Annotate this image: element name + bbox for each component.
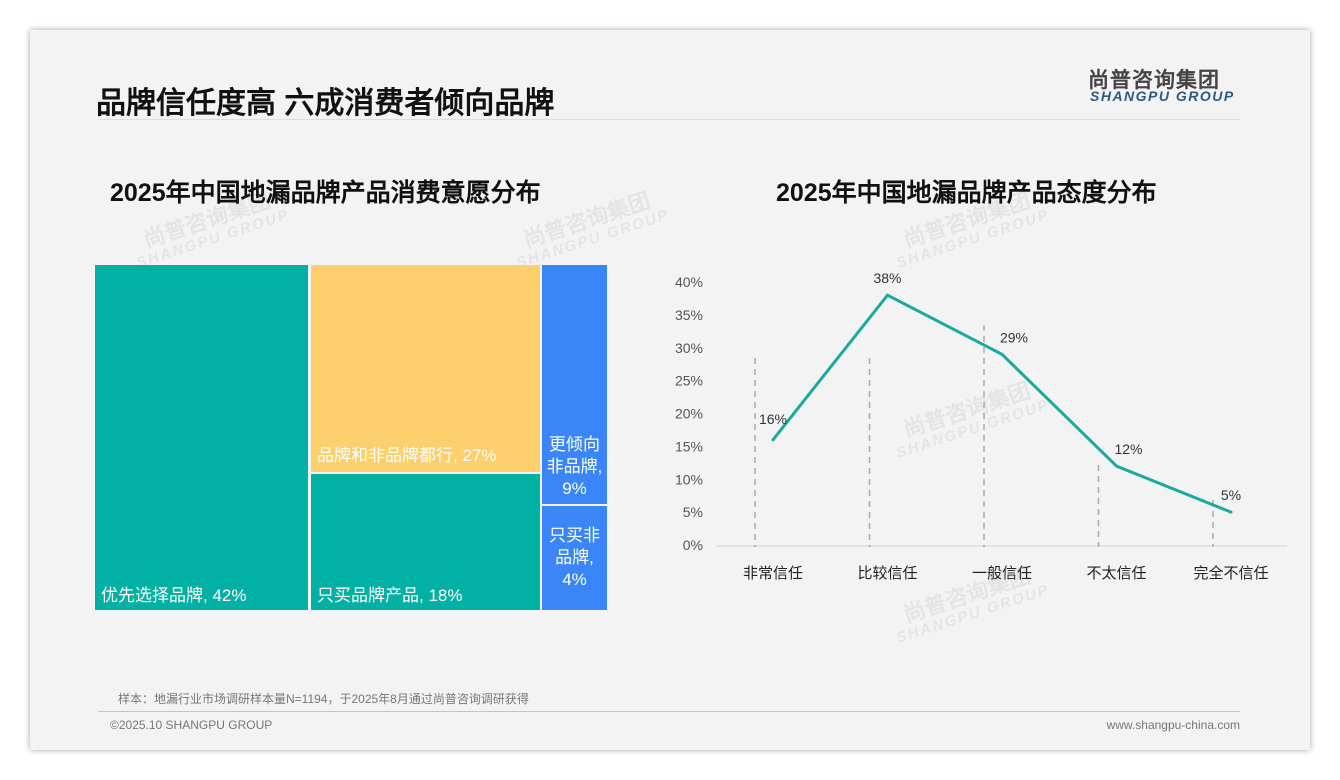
slide: 尚普咨询集团 SHANGPU GROUP 尚普咨询集团 SHANGPU GROUP … [30, 30, 1310, 750]
y-tick-label: 40% [675, 274, 703, 290]
series-line [771, 293, 1232, 514]
data-label: 38% [873, 270, 901, 286]
divider [98, 119, 1240, 120]
data-point [886, 293, 889, 297]
line-chart-title: 2025年中国地漏品牌产品态度分布 [776, 179, 1157, 207]
data-point [771, 438, 775, 442]
logo-cn: 尚普咨询集团 [1088, 69, 1220, 92]
y-tick-label: 5% [683, 504, 703, 520]
copyright: ©2025.10 SHANGPU GROUP [110, 718, 273, 732]
data-label: 12% [1114, 441, 1142, 457]
website-link[interactable]: www.shangpu-china.com [1106, 718, 1240, 732]
x-tick-label: 不太信任 [1086, 565, 1146, 582]
line-chart: 0% 5% 10% 15% 20% 25% 30% 35% 40% 非常信任 比较信任 一般信任 不太信… [675, 270, 1287, 582]
data-label: 5% [1221, 487, 1241, 503]
data-point [1000, 352, 1004, 356]
cell-label: 只买品牌产品, 18% [317, 586, 463, 605]
treemap-title: 2025年中国地漏品牌产品消费意愿分布 [110, 179, 541, 207]
treemap-cell: 只买非品牌, 4% [542, 506, 607, 610]
data-point [1115, 464, 1118, 468]
y-tick-label: 15% [675, 438, 703, 454]
logo-en: SHANGPU GROUP [1090, 88, 1235, 104]
data-label: 29% [1000, 329, 1028, 345]
treemap-cell: 只买品牌产品, 18% [311, 474, 540, 610]
x-tick-label: 完全不信任 [1193, 564, 1268, 582]
x-tick-label: 一般信任 [972, 565, 1032, 582]
cell-label: 更倾向非品牌, 9% [546, 435, 603, 498]
y-tick-label: 0% [683, 537, 703, 553]
treemap-cell: 优先选择品牌, 42% [95, 265, 308, 610]
sample-note: 样本：地漏行业市场调研样本量N=1194，于2025年8月通过尚普咨询调研获得 [118, 692, 529, 706]
page-title: 品牌信任度高 六成消费者倾向品牌 [96, 87, 555, 120]
cell-label: 只买非品牌, 4% [549, 526, 600, 589]
treemap-cell: 更倾向非品牌, 9% [542, 265, 607, 504]
data-label: 16% [759, 411, 787, 427]
cell-label: 品牌和非品牌都行, 27% [317, 446, 497, 465]
data-point [1229, 510, 1233, 514]
treemap-cell: 品牌和非品牌都行, 27% [311, 265, 540, 472]
x-tick-label: 比较信任 [857, 564, 917, 582]
cell-label: 优先选择品牌, 42% [101, 586, 247, 605]
footer-divider [98, 711, 1240, 712]
x-tick-label: 非常信任 [743, 565, 803, 582]
y-tick-label: 35% [675, 307, 703, 323]
y-tick-label: 25% [675, 373, 703, 389]
y-tick-label: 30% [675, 340, 703, 356]
y-tick-label: 10% [675, 471, 703, 487]
y-tick-label: 20% [675, 406, 703, 422]
